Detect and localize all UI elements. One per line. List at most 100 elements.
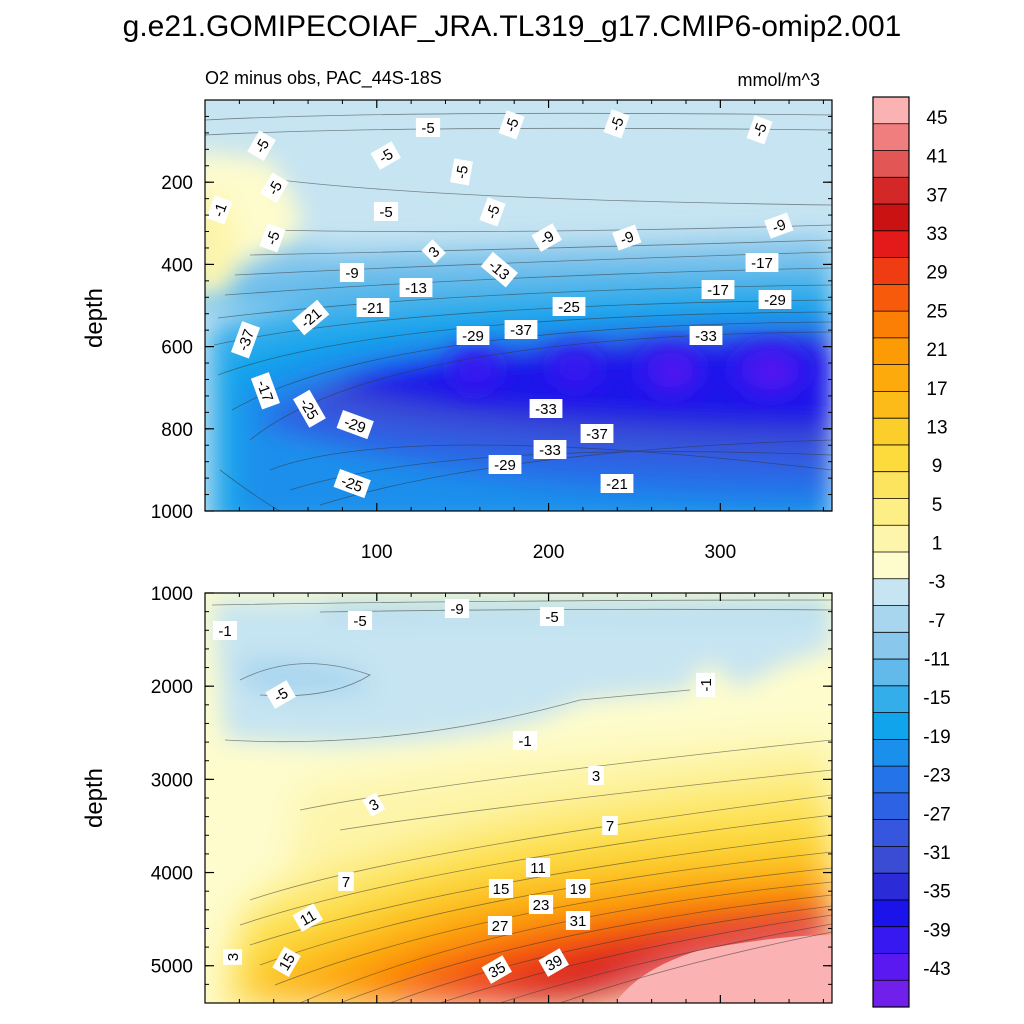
bottom-contour-label-bg [602, 816, 618, 835]
top-contour-label-33: -37 [580, 424, 614, 443]
top-xtick-label-1: 200 [533, 542, 565, 563]
top-contour-label-bg [600, 474, 634, 493]
bottom-contour-label-18: 35 [481, 955, 512, 984]
bottom-contour-label-text: 11 [297, 907, 319, 930]
top-contour-labels: -5 -5 -5 -5-5 -5-5-5 -5-5-5-13-9 -9-9-9 -13-13-… [206, 109, 794, 499]
top-contour-label-25: -29 [456, 326, 490, 345]
colorbar-frame [872, 96, 910, 1008]
top-contour-label-22: -21 [356, 298, 390, 317]
colorbar-label-3: 33 [926, 224, 947, 245]
bottom-contour-label-bg [539, 607, 565, 626]
units-label: mmol/m^3 [738, 70, 820, 90]
bottom-contour-labels: -1 -5 -9 -5 -5 -1 -1 3 3 7 7 11 11 15 19 23 27 31 35 39 15 3 [212, 599, 715, 984]
top-contour-label-bg [415, 118, 441, 137]
bottom-contour-label-text: -5 [353, 613, 366, 630]
bottom-contour-label-bg [265, 680, 296, 709]
bottom-contour-label-15: 23 [528, 895, 554, 914]
bottom-contour-label-bg [481, 955, 512, 984]
top-contour-label-20: -17 [701, 280, 735, 299]
colorbar-swatch-8 [873, 311, 909, 339]
top-contour-label-bg [603, 109, 630, 139]
top-contour-label-24: -29 [758, 290, 792, 309]
top-contour-label-37: -21 [600, 474, 634, 493]
top-contour-label-34: -33 [533, 440, 567, 459]
top-contour-label-bg [456, 326, 490, 345]
top-contour-label-21: -21 [292, 299, 330, 336]
top-contour-label-bg [370, 141, 401, 170]
top-contour-label-bg [529, 399, 563, 418]
bottom-contour-label-13: 15 [488, 879, 514, 898]
top-contour-label-7: -5 [373, 202, 399, 221]
top-contour-label-text: -25 [558, 299, 580, 316]
top-contour-label-9: -5 [260, 172, 289, 203]
top-contour-label-bg [479, 197, 506, 227]
colorbar-swatch-21 [873, 659, 909, 687]
bottom-contour-label-bg [512, 731, 538, 750]
top-contour-label-text: -17 [707, 282, 729, 299]
top-contour-label-bg [498, 110, 525, 140]
top-contour-label-bg [259, 223, 286, 253]
bottom-ytick-label-1: 2000 [151, 677, 193, 698]
bottom-contour-label-21: 3 [223, 949, 242, 965]
colorbar-label-19: -31 [923, 843, 950, 864]
top-contour-label-bg [421, 239, 446, 264]
bottom-contour-label-text: -5 [545, 609, 558, 626]
bottom-contour-label-bg [487, 916, 513, 935]
bottom-contour-label-text: -1 [518, 733, 531, 750]
bottom-contour-label-bg [565, 911, 591, 930]
bottom-contour-label-19: 39 [538, 948, 569, 977]
bottom-ytick-label-3: 4000 [151, 864, 193, 885]
bottom-contour-label-1: -5 [347, 611, 373, 630]
top-ylabel: depth [81, 288, 108, 348]
top-contour-label-bg [533, 440, 567, 459]
colorbar-label-14: -11 [924, 650, 950, 671]
bottom-contour-label-text: 7 [342, 874, 350, 891]
top-contour-label-6: -5 [450, 158, 473, 186]
bottom-contour-label-text: 15 [493, 881, 510, 898]
top-contour-label-bg [339, 263, 365, 282]
colorbar-swatch-33 [873, 980, 909, 1008]
colorbar: 45 41 37 33 29 25 21 17 13 9 5 1 -3 -7 -11 -15 -19 -23 -27… [872, 96, 951, 1008]
top-contour-label-text: -37 [510, 322, 532, 339]
colorbar-label-7: 17 [926, 379, 947, 400]
bottom-contour-label-3: -5 [539, 607, 565, 626]
bottom-contour-label-10: 7 [338, 872, 354, 891]
top-contour-label-text: -29 [342, 414, 368, 437]
top-contour-label-bg [450, 158, 473, 186]
top-contour-label-11: -1 [206, 195, 233, 225]
top-contour-label-text: -5 [453, 164, 472, 180]
colorbar-swatch-22 [873, 685, 909, 713]
bottom-contour-label-bg [565, 879, 591, 898]
top-contour-label-27: -33 [689, 326, 723, 345]
colorbar-label-4: 29 [926, 263, 947, 284]
top-contour-label-text: -5 [421, 120, 434, 137]
top-contour-label-text: -29 [462, 328, 484, 345]
colorbar-label-1: 41 [926, 147, 947, 168]
colorbar-label-22: -43 [923, 959, 950, 980]
top-contour-label-bg [531, 223, 562, 252]
bottom-contour-label-bg [488, 879, 514, 898]
top-panel-axes: 100 200 300 200 400 600 800 1000 [151, 99, 832, 563]
bottom-contour-label-text: 31 [570, 913, 587, 930]
top-contour-label-text: -33 [539, 442, 561, 459]
bottom-contour-label-text: 3 [225, 953, 242, 961]
top-contour-label-text: -29 [494, 457, 516, 474]
top-contour-label-text: -37 [235, 327, 258, 353]
top-contour-label-text: -17 [751, 255, 773, 272]
bottom-contour-label-5: -1 [696, 672, 715, 698]
top-ytick-label-0: 200 [161, 173, 193, 194]
top-contour-label-bg [356, 298, 390, 317]
bottom-contour-label-14: 19 [565, 879, 591, 898]
top-contour-label-bg [689, 326, 723, 345]
bottom-contour-label-bg [347, 611, 373, 630]
top-contour-label-23: -25 [552, 297, 586, 316]
colorbar-swatch-4 [873, 204, 909, 232]
bottom-contour-label-bg [338, 872, 354, 891]
top-contour-label-36: -25 [333, 468, 371, 499]
bottom-ytick-label-4: 5000 [151, 957, 193, 978]
top-contour-label-bg [293, 389, 326, 428]
colorbar-label-16: -19 [923, 727, 950, 748]
top-contour-label-text: -5 [379, 204, 392, 221]
top-contour-label-4: -5 [247, 130, 276, 161]
top-contour-label-text: -9 [618, 228, 636, 249]
